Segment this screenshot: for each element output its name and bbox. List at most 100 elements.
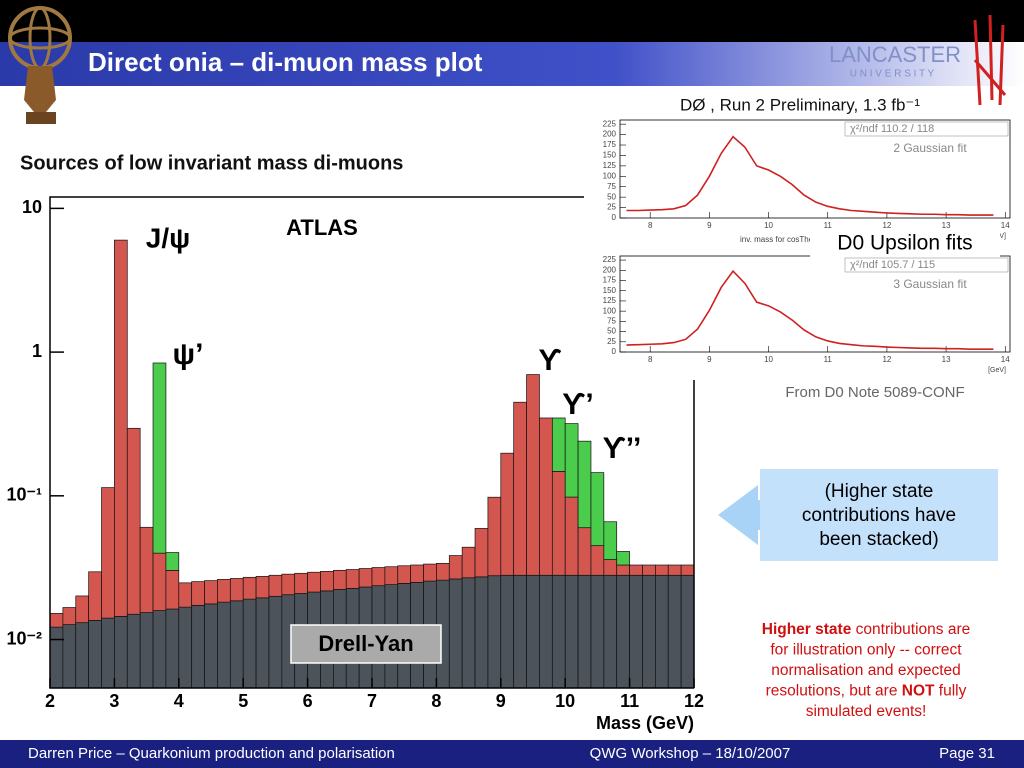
bar bbox=[101, 617, 115, 689]
annotation: J/ψ bbox=[146, 222, 190, 253]
x-tick-label: 12 bbox=[684, 691, 704, 711]
note: Higher state contributions are for illust… bbox=[762, 621, 971, 720]
bar bbox=[590, 472, 605, 547]
bar bbox=[551, 417, 566, 472]
x-tick-label: 8 bbox=[648, 355, 653, 364]
note-line: for illustration only -- correct bbox=[770, 642, 962, 659]
d0-caption: D0 Upsilon fits bbox=[837, 232, 972, 255]
x-axis-label: inv. mass for cosTheta bbox=[740, 235, 820, 244]
bar bbox=[590, 574, 605, 689]
x-tick-label: 9 bbox=[707, 355, 712, 364]
footer-right: Page 31 bbox=[939, 745, 995, 762]
bar bbox=[371, 567, 386, 587]
x-tick-label: 14 bbox=[1001, 221, 1010, 230]
bar bbox=[165, 569, 180, 610]
x-tick-label: 10 bbox=[764, 355, 773, 364]
bar bbox=[577, 527, 592, 576]
bar bbox=[461, 577, 476, 689]
y-tick-label: 10⁻² bbox=[6, 628, 42, 648]
callout-line: contributions have bbox=[802, 505, 956, 526]
data-line bbox=[626, 269, 994, 350]
bar bbox=[603, 559, 618, 576]
bar bbox=[474, 528, 489, 578]
bar bbox=[680, 564, 695, 576]
top-band bbox=[0, 0, 1024, 42]
note-text: for illustration only -- correct bbox=[770, 642, 962, 659]
note-line: simulated events! bbox=[806, 703, 927, 720]
bar bbox=[526, 374, 540, 576]
bar bbox=[487, 496, 502, 577]
bar bbox=[49, 613, 64, 628]
bar bbox=[178, 582, 193, 608]
bar bbox=[126, 613, 141, 689]
x-tick-label: 2 bbox=[45, 691, 55, 711]
bar bbox=[255, 597, 270, 689]
bar bbox=[152, 610, 167, 689]
x-tick-label: 14 bbox=[1001, 355, 1010, 364]
bar bbox=[75, 595, 89, 624]
y-tick-label: 100 bbox=[603, 171, 617, 180]
bar bbox=[410, 564, 424, 583]
inset-title: DØ , Run 2 Preliminary, 1.3 fb⁻¹ bbox=[680, 95, 920, 114]
footer-left: Darren Price – Quarkonium production and… bbox=[28, 745, 395, 762]
bar bbox=[126, 427, 141, 615]
y-tick-label: 10⁻¹ bbox=[6, 485, 42, 505]
annotation: ATLAS bbox=[286, 215, 358, 240]
annotation: ψ’ bbox=[173, 338, 204, 371]
frame bbox=[619, 119, 1011, 219]
y-tick-label: 25 bbox=[607, 337, 616, 346]
y-tick-label: 225 bbox=[603, 255, 617, 264]
note-text: Higher state bbox=[762, 621, 852, 638]
bar bbox=[358, 568, 373, 588]
bar bbox=[281, 573, 296, 596]
callout-box bbox=[760, 469, 998, 561]
bar bbox=[642, 564, 656, 576]
x-tick-label: 12 bbox=[882, 221, 891, 230]
atlas-logo bbox=[8, 6, 72, 124]
callout-line: (Higher state bbox=[825, 481, 934, 502]
y-tick-label: 200 bbox=[603, 130, 617, 139]
y-tick-label: 125 bbox=[603, 296, 617, 305]
bar bbox=[217, 579, 231, 603]
note-line: normalisation and expected bbox=[771, 662, 961, 679]
bar bbox=[152, 552, 167, 611]
bar bbox=[577, 440, 592, 529]
bar bbox=[268, 595, 283, 689]
note-text: normalisation and expected bbox=[771, 662, 961, 679]
bar bbox=[448, 578, 463, 689]
data-line bbox=[626, 135, 994, 216]
y-tick-label: 150 bbox=[603, 151, 617, 160]
annotation: ϒ’ bbox=[562, 388, 593, 421]
bar bbox=[204, 580, 218, 605]
logo-sub: U N I V E R S I T Y bbox=[850, 69, 935, 80]
callout-text: (Higher state contributions have been stac… bbox=[802, 481, 956, 550]
bar bbox=[62, 624, 77, 689]
y-tick-label: 75 bbox=[607, 316, 616, 325]
note-text: simulated events! bbox=[806, 703, 927, 720]
bar bbox=[62, 607, 77, 625]
fit-stat: χ²/ndf 105.7 / 115 bbox=[850, 259, 935, 271]
bar bbox=[307, 571, 321, 593]
bar bbox=[384, 566, 399, 585]
bar bbox=[526, 574, 540, 689]
x-tick-label: 3 bbox=[109, 691, 119, 711]
bar bbox=[500, 452, 515, 576]
note-text: fully bbox=[934, 683, 966, 700]
x-tick-label: 8 bbox=[431, 691, 441, 711]
bar bbox=[114, 615, 128, 689]
caption-bg bbox=[810, 229, 1000, 257]
x-tick-label: 6 bbox=[303, 691, 313, 711]
logo-name: LANCASTER bbox=[829, 42, 961, 67]
bar bbox=[551, 574, 566, 689]
annotation: Drell-Yan bbox=[318, 631, 413, 656]
bar bbox=[616, 551, 630, 566]
x-tick-label: 12 bbox=[882, 355, 891, 364]
y-tick-label: 25 bbox=[607, 203, 616, 212]
bar bbox=[139, 526, 154, 613]
annotation: ϒ’’ bbox=[603, 432, 642, 465]
callout-line: been stacked) bbox=[819, 529, 938, 550]
bar bbox=[513, 401, 527, 576]
main-plot: 2 3 4 5 6 7 8 9 10 11 12 10⁻² 10⁻¹ 1 10 Mass (GeV) ATLAS… bbox=[6, 196, 704, 733]
